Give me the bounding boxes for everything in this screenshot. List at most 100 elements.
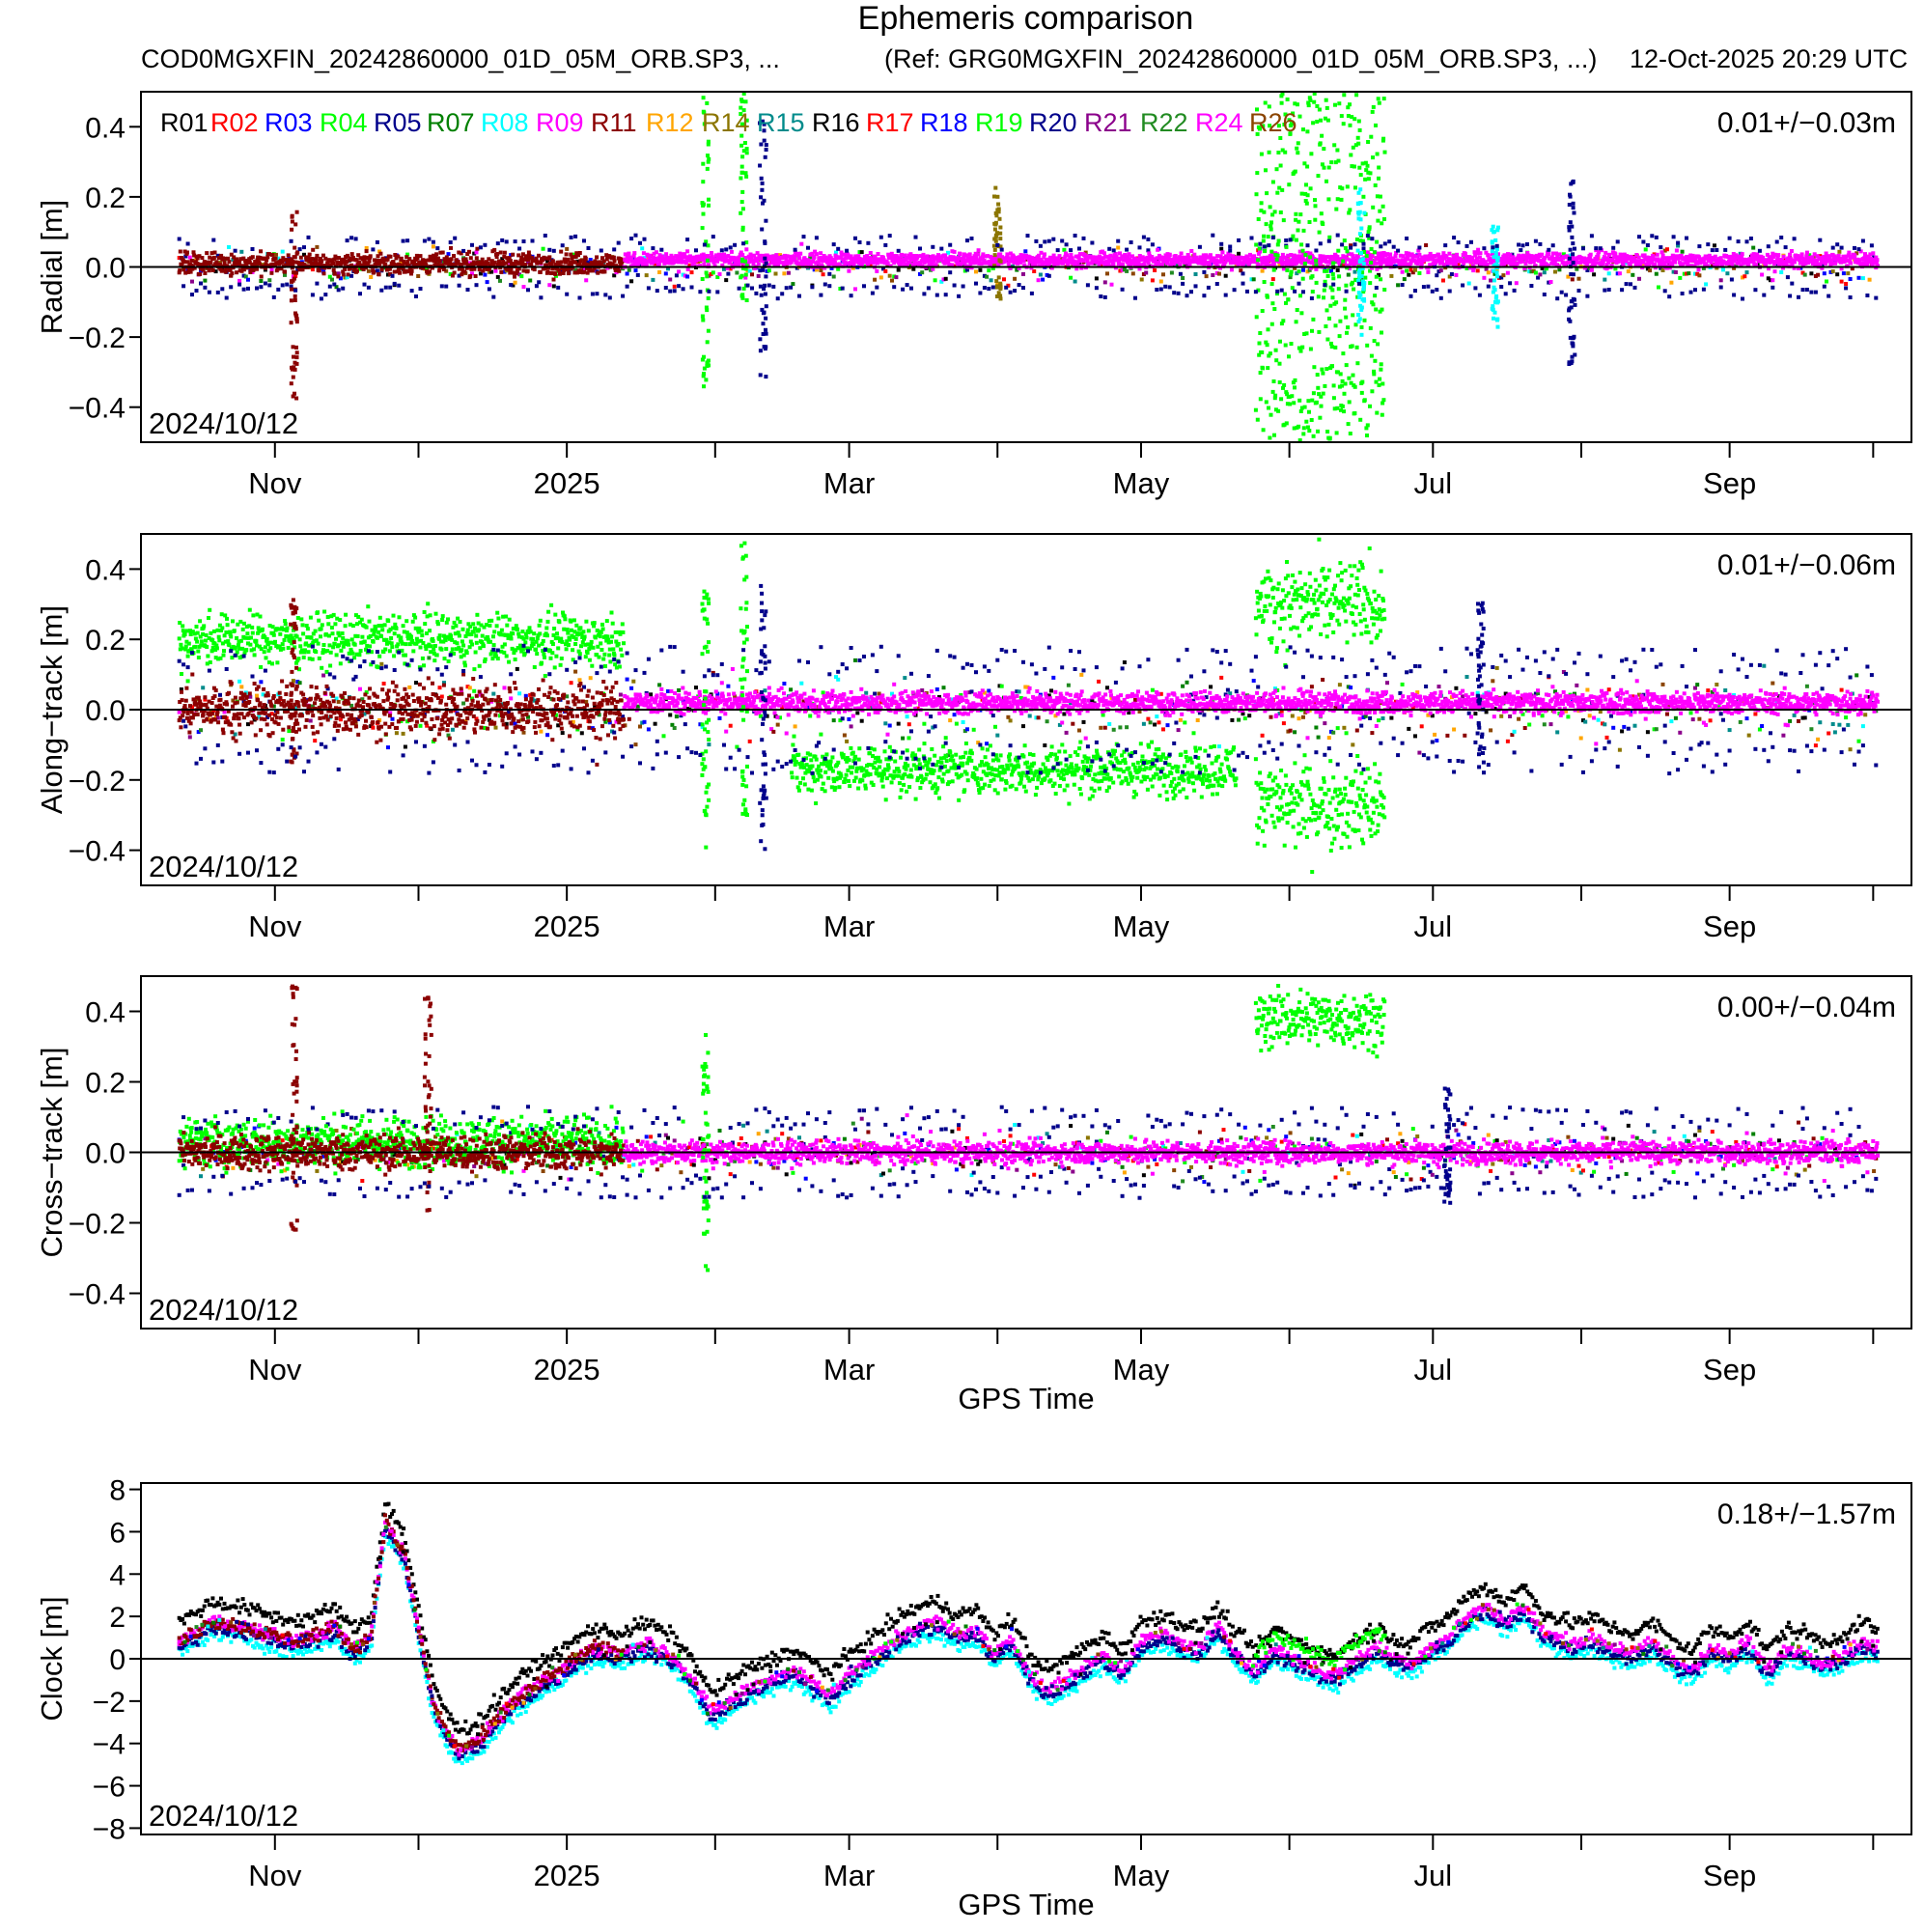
series-point-1 <box>1111 262 1116 266</box>
series-point-1 <box>1039 250 1044 255</box>
point-misc <box>1872 255 1877 260</box>
series-point-1 <box>1133 262 1137 266</box>
series-point-2 <box>1261 124 1266 128</box>
point-envelope <box>1508 281 1513 286</box>
series-point-1 <box>626 260 630 264</box>
point-misc <box>302 252 306 257</box>
series-point-1 <box>798 251 803 256</box>
series-point-0 <box>549 262 554 266</box>
series-point-1 <box>1482 262 1487 266</box>
series-point-0 <box>516 268 519 273</box>
point-misc <box>612 273 617 278</box>
spike-point-1 <box>706 154 710 158</box>
series-point-1 <box>1658 261 1662 266</box>
series-point-2 <box>1280 187 1285 192</box>
point-misc <box>343 275 348 280</box>
series-point-2 <box>1380 330 1383 335</box>
series-point-1 <box>812 255 817 260</box>
spike-point-1 <box>707 156 711 161</box>
series-point-1 <box>943 253 948 258</box>
series-point-2 <box>1311 434 1316 438</box>
series-point-0 <box>259 274 264 279</box>
spike-point-4 <box>993 238 998 243</box>
series-point-2 <box>1299 191 1304 196</box>
series-point-1 <box>1588 252 1593 257</box>
point-envelope <box>961 284 965 289</box>
spike-point-7 <box>1568 335 1573 340</box>
series-point-0 <box>295 250 300 255</box>
series-point-1 <box>1112 255 1116 260</box>
spike-point-1 <box>702 372 706 377</box>
series-point-1 <box>1433 254 1437 258</box>
spike-point-0 <box>290 287 293 292</box>
point-misc <box>1122 267 1127 272</box>
point-misc <box>711 270 715 275</box>
series-point-1 <box>1171 259 1176 264</box>
series-point-0 <box>583 256 588 261</box>
series-point-0 <box>577 262 582 266</box>
series-point-1 <box>1603 255 1606 260</box>
series-point-0 <box>616 266 621 271</box>
spike-point-3 <box>761 332 766 336</box>
series-point-1 <box>1810 262 1815 266</box>
point-misc <box>1260 268 1265 273</box>
point-envelope <box>1189 290 1193 294</box>
series-point-2 <box>1334 431 1339 435</box>
point-envelope <box>1688 290 1693 294</box>
point-envelope <box>1352 242 1357 247</box>
point-misc <box>1116 245 1121 250</box>
series-point-0 <box>259 249 264 254</box>
series-point-1 <box>1217 260 1222 265</box>
series-point-1 <box>823 255 828 260</box>
series-point-2 <box>1298 409 1303 413</box>
spike-point-1 <box>705 308 710 313</box>
spike-point-3 <box>764 148 768 152</box>
spike-point-3 <box>762 287 767 292</box>
point-envelope <box>1736 239 1741 244</box>
series-point-0 <box>593 259 598 264</box>
series-point-1 <box>1050 260 1055 265</box>
point-misc <box>1772 269 1777 274</box>
series-point-0 <box>226 256 231 261</box>
point-misc <box>1013 276 1018 281</box>
series-point-0 <box>440 263 445 267</box>
point-envelope <box>453 236 458 240</box>
series-point-0 <box>307 252 312 257</box>
point-envelope <box>327 284 332 289</box>
series-point-2 <box>1257 341 1262 346</box>
series-point-1 <box>705 256 710 261</box>
point-envelope <box>793 247 797 252</box>
series-point-1 <box>1646 260 1651 265</box>
series-point-1 <box>710 251 713 255</box>
point-misc <box>541 246 545 251</box>
spike-point-3 <box>758 121 762 126</box>
series-point-0 <box>354 258 359 263</box>
series-point-0 <box>477 267 482 272</box>
spike-point-3 <box>763 283 767 288</box>
series-point-1 <box>1183 255 1187 260</box>
series-point-0 <box>582 259 587 264</box>
series-point-1 <box>1017 255 1021 260</box>
point-envelope <box>1659 245 1663 250</box>
series-point-1 <box>1771 260 1775 264</box>
series-point-2 <box>1356 141 1361 146</box>
series-point-1 <box>1454 259 1459 264</box>
series-point-1 <box>1688 253 1693 258</box>
series-point-1 <box>1265 260 1269 265</box>
series-point-1 <box>1379 262 1383 266</box>
series-point-0 <box>466 263 471 267</box>
point-envelope <box>1555 296 1560 301</box>
point-envelope <box>1064 242 1069 247</box>
series-point-1 <box>1351 254 1355 258</box>
point-envelope <box>448 240 453 244</box>
point-envelope <box>345 238 349 243</box>
point-envelope <box>203 285 208 290</box>
series-point-2 <box>1297 219 1301 224</box>
series-point-2 <box>1331 261 1336 266</box>
series-point-2 <box>1382 288 1387 292</box>
point-misc <box>1251 277 1256 282</box>
series-point-1 <box>1657 259 1661 264</box>
series-point-1 <box>756 256 761 261</box>
series-point-0 <box>265 258 269 263</box>
spike-point-3 <box>759 142 764 147</box>
